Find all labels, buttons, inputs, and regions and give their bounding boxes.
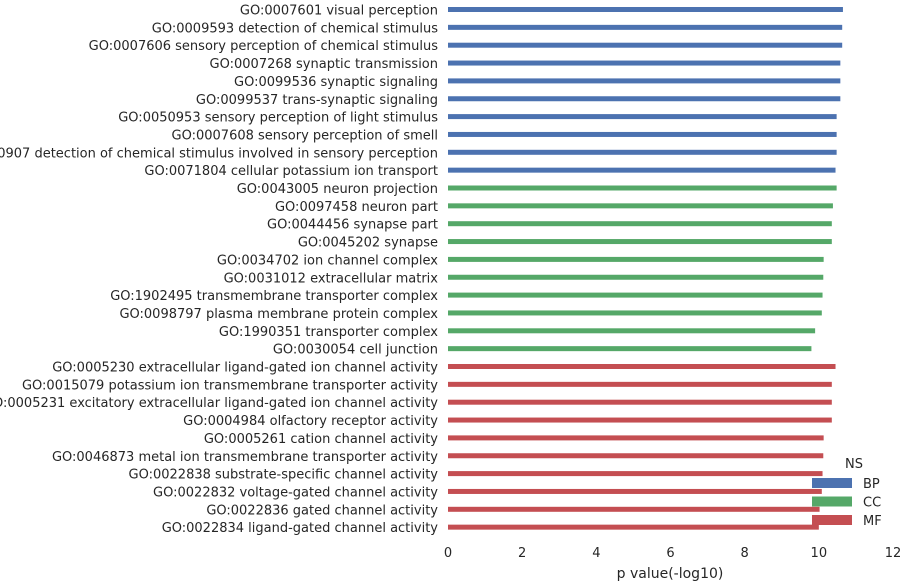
category-label-12: GO:0044456 synapse part [267,218,438,233]
x-tick-label-6: 6 [666,546,674,561]
category-label-28: GO:0022836 gated channel activity [206,503,438,518]
category-label-26: GO:0022838 substrate-specific channel ac… [129,468,439,483]
category-label-20: GO:0005230 extracellular ligand-gated io… [52,361,438,376]
category-label-16: GO:1902495 transmembrane transporter com… [110,289,438,304]
bar-cc-16 [448,292,823,298]
category-label-1: GO:0009593 detection of chemical stimulu… [152,21,438,36]
category-label-17: GO:0098797 plasma membrane protein compl… [119,307,438,322]
bar-cc-11 [448,203,833,209]
legend-label-cc: CC [863,496,881,511]
category-label-29: GO:0022834 ligand-gated channel activity [162,521,439,536]
bar-mf-27 [448,488,822,494]
legend: NS BP CC MF [812,457,882,529]
category-label-7: GO:0007608 sensory perception of smell [172,128,438,143]
bar-cc-19 [448,346,812,352]
bar-cc-17 [448,310,822,316]
legend-title: NS [845,457,863,472]
bar-mf-26 [448,471,823,477]
category-label-18: GO:1990351 transporter complex [219,325,438,340]
bar-mf-25 [448,453,824,459]
x-tick-label-4: 4 [592,546,600,561]
bar-bp-3 [448,60,841,66]
x-tick-label-12: 12 [885,546,902,561]
x-tick-label-8: 8 [741,546,749,561]
category-label-3: GO:0007268 synaptic transmission [210,57,438,72]
category-label-24: GO:0005261 cation channel activity [204,432,438,447]
legend-label-mf: MF [863,514,882,529]
category-label-21: GO:0015079 potassium ion transmembrane t… [22,378,438,393]
category-label-4: GO:0099536 synaptic signaling [234,75,438,90]
bar-mf-21 [448,381,832,387]
x-tick-label-2: 2 [518,546,526,561]
bar-bp-6 [448,114,837,120]
x-axis-title: p value(-log10) [617,566,724,582]
bar-mf-23 [448,417,832,423]
category-label-27: GO:0022832 voltage-gated channel activit… [153,485,438,500]
bar-bp-2 [448,42,843,48]
bar-bp-4 [448,78,841,84]
category-label-25: GO:0046873 metal ion transmembrane trans… [52,450,438,465]
bars-group [448,7,843,530]
category-label-2: GO:0007606 sensory perception of chemica… [89,39,439,54]
legend-label-bp: BP [863,477,880,492]
category-label-13: GO:0045202 synapse [298,236,438,251]
category-labels-group: GO:0007601 visual perception GO:0009593 d… [0,4,438,537]
bar-cc-12 [448,221,832,227]
bar-mf-24 [448,435,824,441]
legend-swatch-mf [812,515,852,525]
category-label-19: GO:0030054 cell junction [273,343,438,358]
bar-bp-5 [448,96,841,102]
bar-cc-10 [448,185,837,191]
bar-bp-0 [448,7,843,12]
bar-cc-18 [448,328,816,334]
category-label-10: GO:0043005 neuron projection [237,182,438,197]
category-label-8: GO:0050907 detection of chemical stimulu… [0,146,438,161]
category-label-9: GO:0071804 cellular potassium ion transp… [144,164,438,179]
legend-swatch-bp [812,478,852,488]
x-tick-label-0: 0 [444,546,452,561]
bar-mf-28 [448,506,820,512]
bar-cc-14 [448,256,824,262]
x-tick-label-10: 10 [811,546,828,561]
bar-mf-20 [448,364,836,369]
category-label-15: GO:0031012 extracellular matrix [224,271,439,286]
bar-cc-15 [448,274,824,280]
bar-bp-8 [448,149,837,155]
category-label-5: GO:0099537 trans-synaptic signaling [196,93,438,108]
bar-bp-1 [448,24,843,30]
category-label-23: GO:0004984 olfactory receptor activity [183,414,438,429]
bar-bp-9 [448,167,836,173]
category-label-6: GO:0050953 sensory perception of light s… [118,111,438,126]
bar-bp-7 [448,131,837,137]
bar-cc-13 [448,239,832,245]
legend-swatch-cc [812,496,852,507]
category-label-0: GO:0007601 visual perception [240,4,438,19]
bar-mf-22 [448,399,832,405]
category-label-14: GO:0034702 ion channel complex [217,253,438,268]
category-label-11: GO:0097458 neuron part [275,200,438,215]
bar-mf-29 [448,524,819,530]
x-axis-ticks-group: 0 2 4 6 8 10 12 [444,546,901,561]
category-label-22: GO:0005231 excitatory extracellular liga… [0,396,438,411]
